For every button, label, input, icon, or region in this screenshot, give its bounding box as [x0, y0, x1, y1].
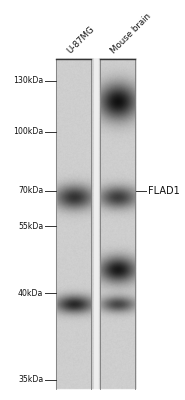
Text: 35kDa: 35kDa	[18, 375, 43, 384]
Text: 70kDa: 70kDa	[18, 186, 43, 195]
Text: FLAD1: FLAD1	[148, 186, 180, 196]
Text: U-87MG: U-87MG	[66, 24, 97, 55]
Text: 130kDa: 130kDa	[13, 76, 43, 85]
Text: 100kDa: 100kDa	[13, 127, 43, 136]
Bar	[56, 59, 136, 390]
Text: 55kDa: 55kDa	[18, 222, 43, 231]
Text: Mouse brain: Mouse brain	[109, 11, 153, 55]
Text: 40kDa: 40kDa	[18, 289, 43, 298]
